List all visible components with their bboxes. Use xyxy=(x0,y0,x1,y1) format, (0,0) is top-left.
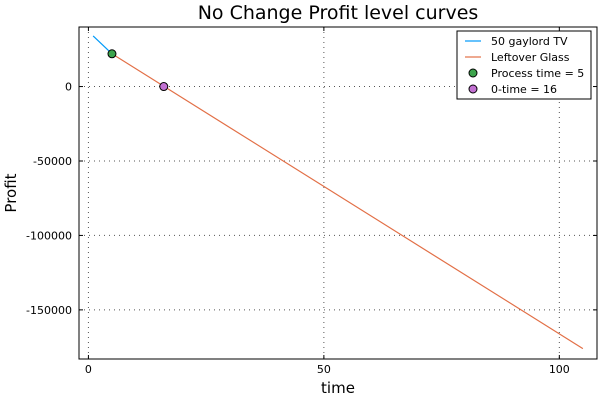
scatter-point-process-time-5 xyxy=(107,49,117,59)
legend-label-0-time-16: 0-time = 16 xyxy=(491,83,557,96)
y-tick-label: -50000 xyxy=(33,155,72,168)
x-tick-label: 100 xyxy=(549,363,570,376)
legend-marker-0-time-16 xyxy=(468,84,478,94)
legend: 50 gaylord TV Leftover Glass Process time … xyxy=(456,30,592,100)
y-tick-label: -150000 xyxy=(26,304,72,317)
tick-layer: 0 50 100 0 -50000 -100000 -150000 xyxy=(26,27,597,376)
legend-label-50-gaylord-tv: 50 gaylord TV xyxy=(491,35,568,48)
legend-label-process-time-5: Process time = 5 xyxy=(491,67,584,80)
series-line-leftover-glass xyxy=(111,53,584,350)
x-tick-label: 50 xyxy=(317,363,331,376)
scatter-point-0-time-16 xyxy=(159,82,169,92)
chart-title: No Change Profit level curves xyxy=(198,2,479,24)
x-tick-label: 0 xyxy=(85,363,92,376)
plot-frame xyxy=(78,26,598,360)
legend-box xyxy=(456,30,592,100)
legend-label-leftover-glass: Leftover Glass xyxy=(491,51,570,64)
series-layer xyxy=(92,35,584,350)
x-axis-label: time xyxy=(321,379,355,397)
y-tick-label: 0 xyxy=(65,81,72,94)
y-axis-label: Profit xyxy=(2,173,20,212)
y-tick-label: -100000 xyxy=(26,229,72,242)
legend-marker-process-time-5 xyxy=(468,68,478,78)
